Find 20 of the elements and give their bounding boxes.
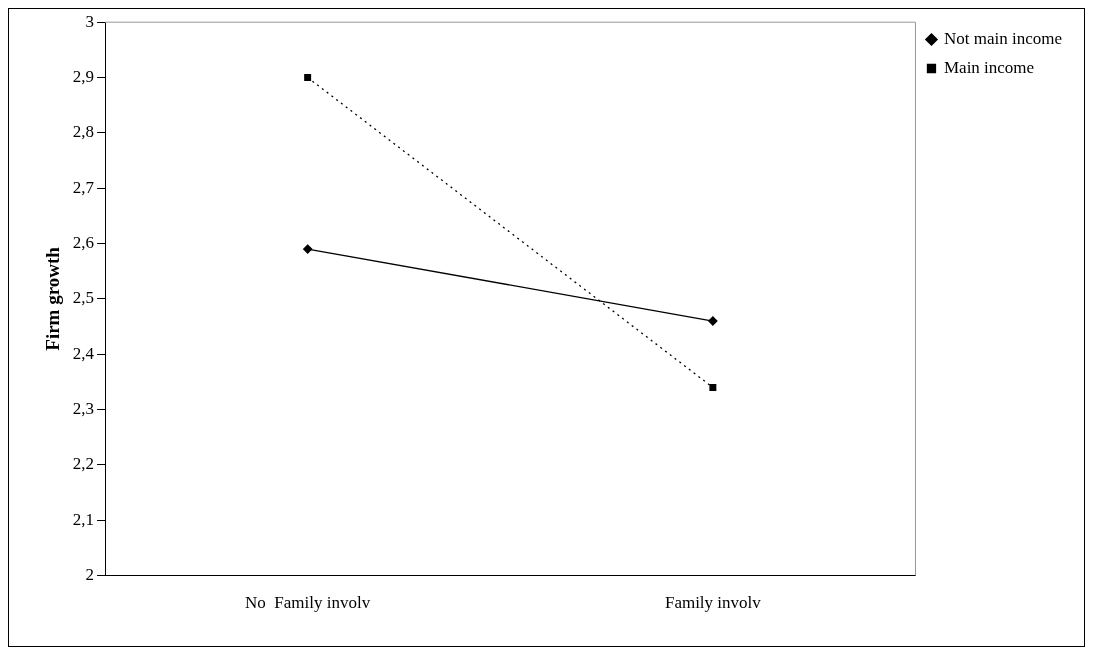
legend-label: Not main income — [943, 28, 1062, 48]
y-tick-label: 2,9 — [72, 67, 95, 87]
point — [709, 383, 717, 391]
legend-label: Main income — [943, 57, 1035, 77]
point — [303, 244, 313, 254]
y-tick-label: 2,4 — [72, 343, 95, 363]
point — [708, 316, 718, 326]
y-tick-label: 2,5 — [72, 288, 95, 308]
x-tick-label: No Family involv — [245, 593, 371, 613]
y-tick-label: 2,2 — [72, 454, 95, 474]
y-tick-label: 2,3 — [72, 399, 95, 419]
y-tick-label: 2,8 — [72, 122, 95, 142]
x-tick-label: Family involv — [664, 593, 762, 613]
y-tick-label: 2,6 — [72, 233, 95, 253]
y-tick-label: 3 — [85, 11, 95, 31]
y-tick-label: 2,7 — [72, 177, 95, 197]
y-tick-label: 2 — [85, 565, 95, 585]
y-tick-label: 2,1 — [72, 509, 95, 529]
point — [304, 74, 312, 82]
y-axis-title: Firm growth — [42, 246, 64, 351]
